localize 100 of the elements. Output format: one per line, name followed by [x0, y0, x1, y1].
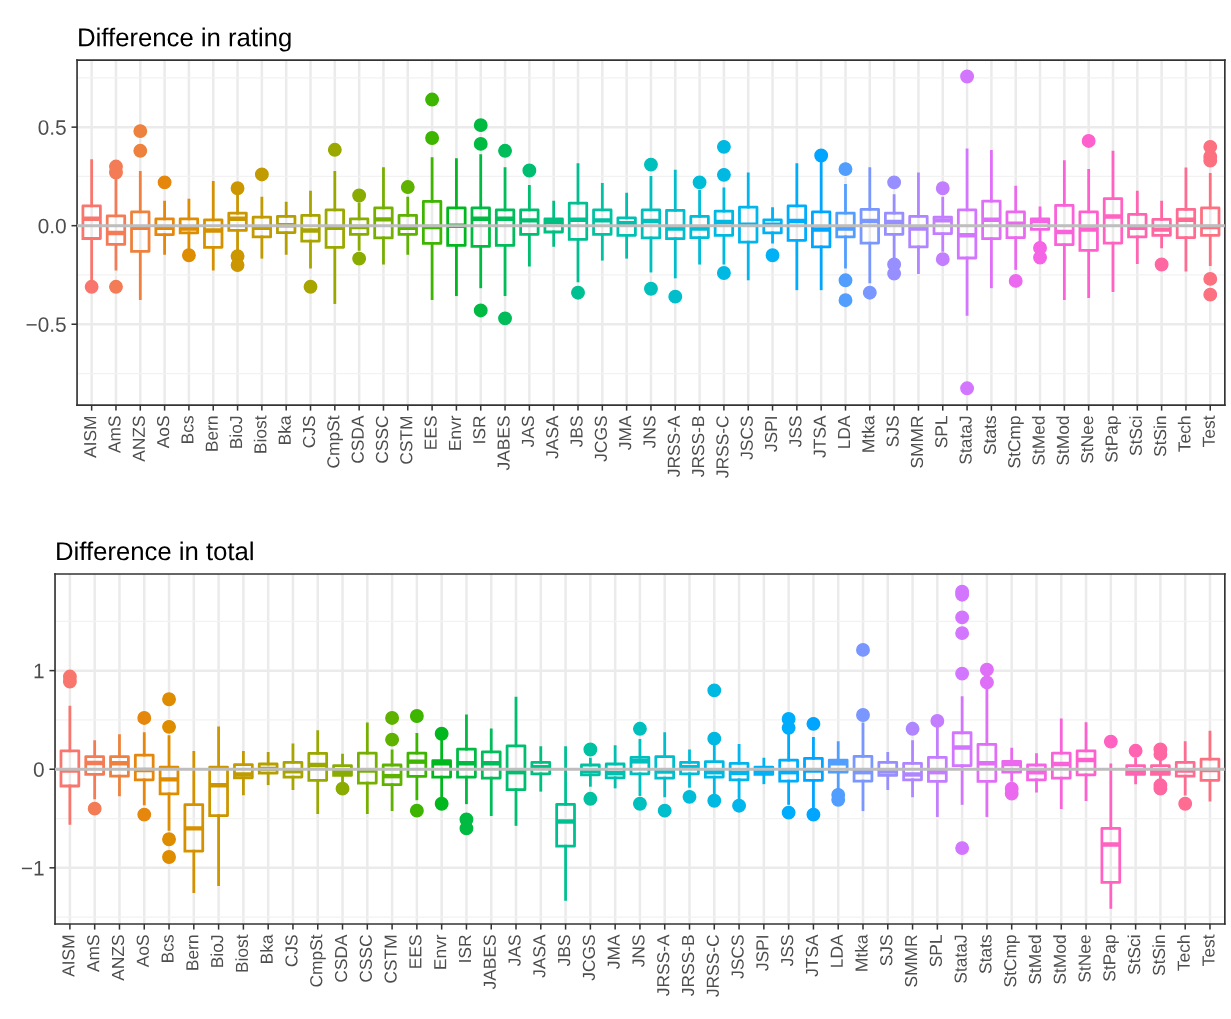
x-tick-label: Mtka: [861, 415, 875, 452]
x-tick-label: Mtka: [854, 934, 868, 971]
x-tick-label: CJS: [285, 935, 298, 967]
x-tick-label: JAS: [508, 935, 521, 967]
x-tick-label: StSci: [1129, 416, 1142, 456]
x-tick-label: StNee: [1078, 935, 1091, 982]
x-tick-label: JNS: [632, 935, 645, 967]
x-tick-label: Test: [1202, 934, 1215, 966]
y-tick-label: −1: [21, 861, 44, 876]
x-tick-label: JABES: [497, 416, 510, 471]
x-tick-label: JCGS: [594, 416, 607, 462]
x-tick-label: ISR: [458, 935, 472, 962]
x-tick-label: JSCS: [731, 935, 744, 979]
x-tick-label: StSin: [1153, 416, 1167, 457]
x-tick-label: ANZS: [132, 416, 145, 462]
x-tick-label: Tech: [1177, 416, 1191, 452]
x-tick-label: ANZS: [111, 935, 125, 981]
y-tick-label: 0.5: [38, 120, 66, 135]
x-tick-label: SMMR: [910, 416, 924, 468]
x-tick-label: Stats: [983, 416, 997, 455]
x-tick-label: JSS: [789, 416, 802, 448]
x-tick-label: JASA: [546, 415, 559, 459]
y-tick-label: 1: [34, 663, 44, 679]
x-tick-label: JRSS-C: [716, 416, 729, 478]
x-tick-label: JSPI: [756, 936, 769, 971]
x-tick-label: JRSS-A: [667, 415, 680, 477]
x-tick-label: Stats: [979, 935, 992, 974]
x-tick-label: CSTM: [384, 935, 397, 983]
x-tick-label: StMod: [1053, 935, 1066, 984]
x-tick-label: SJS: [886, 416, 899, 447]
x-tick-label: JMA: [607, 934, 620, 969]
x-tick-label: JBS: [557, 935, 571, 967]
x-tick-label: JNS: [643, 416, 656, 448]
y-tick-label: 0: [33, 762, 44, 777]
x-tick-label: AoS: [136, 935, 149, 968]
x-tick-label: CJS: [302, 416, 316, 448]
x-tick-label: JRSS-B: [691, 416, 705, 477]
y-tick-label: 0.0: [38, 218, 66, 234]
x-tick-label: StCmp: [1008, 416, 1024, 468]
x-tick-label: Biost: [253, 415, 267, 453]
x-tick-label: SMMR: [904, 935, 918, 987]
x-tick-label: Bern: [205, 416, 218, 451]
x-tick-label: EES: [409, 935, 422, 968]
x-tick-label: StMod: [1056, 416, 1070, 465]
x-tick-label: Bcs: [181, 416, 194, 443]
x-tick-label: SJS: [880, 935, 893, 966]
x-tick-label: Bern: [186, 935, 199, 970]
x-tick-label: Envr: [434, 934, 447, 969]
x-tick-label: Biost: [235, 934, 249, 972]
x-tick-label: StataJ: [959, 416, 972, 464]
x-tick-label: JABES: [483, 935, 496, 990]
x-tick-label: Bcs: [161, 935, 174, 962]
x-tick-label: ISR: [473, 416, 486, 443]
x-tick-label: StSin: [1152, 935, 1166, 976]
x-tick-label: JASA: [533, 934, 546, 978]
x-tick-label: AmS: [87, 935, 100, 973]
x-tick-label: SPL: [929, 935, 943, 967]
x-tick-label: StSci: [1127, 935, 1141, 975]
x-tick-label: JRSS-A: [657, 934, 670, 996]
x-tick-label: JSS: [781, 935, 794, 967]
x-tick-label: LDA: [830, 934, 843, 967]
y-tick-label: −0.5: [26, 317, 66, 332]
x-tick-label: JCGS: [582, 935, 596, 981]
x-tick-label: CSSC: [359, 935, 372, 982]
x-tick-label: Tech: [1177, 935, 1190, 971]
x-tick-label: BioJ: [229, 416, 243, 448]
chart-title: Difference in total: [57, 541, 253, 561]
x-tick-label: JSCS: [740, 416, 753, 460]
x-tick-label: CSSC: [375, 416, 389, 463]
x-tick-label: StPap: [1103, 935, 1119, 981]
x-tick-label: StCmp: [1004, 935, 1020, 987]
x-tick-label: Bka: [278, 415, 291, 444]
x-tick-label: EES: [424, 416, 437, 449]
x-tick-label: StNee: [1081, 416, 1094, 463]
x-tick-label: StMed: [1031, 416, 1045, 465]
x-tick-label: JMA: [619, 415, 632, 450]
x-tick-label: Bka: [260, 934, 273, 963]
x-tick-label: JAS: [521, 416, 535, 448]
x-tick-label: CSDA: [351, 415, 364, 463]
x-tick-label: StPap: [1105, 416, 1122, 462]
x-tick-label: BioJ: [210, 935, 224, 967]
x-tick-label: AISM: [62, 935, 75, 977]
x-tick-label: AoS: [156, 416, 170, 449]
x-tick-label: StataJ: [954, 935, 967, 983]
x-tick-label: AmS: [108, 416, 121, 454]
x-tick-label: AISM: [84, 416, 97, 458]
x-tick-label: JRSS-B: [681, 935, 695, 996]
x-tick-label: JTSA: [805, 934, 819, 977]
x-tick-label: JRSS-C: [706, 935, 719, 997]
x-tick-label: JTSA: [813, 415, 826, 458]
x-tick-label: JBS: [570, 416, 583, 448]
x-tick-label: LDA: [838, 415, 850, 448]
chart-title: Difference in rating: [79, 27, 291, 52]
x-tick-label: CmpSt: [310, 934, 326, 987]
x-tick-label: CSDA: [334, 934, 348, 982]
x-tick-label: SPL: [935, 416, 948, 448]
x-tick-label: StMed: [1028, 935, 1042, 984]
x-tick-label: Envr: [448, 415, 461, 450]
x-tick-label: Test: [1202, 415, 1215, 447]
x-tick-label: JSPI: [764, 417, 778, 452]
